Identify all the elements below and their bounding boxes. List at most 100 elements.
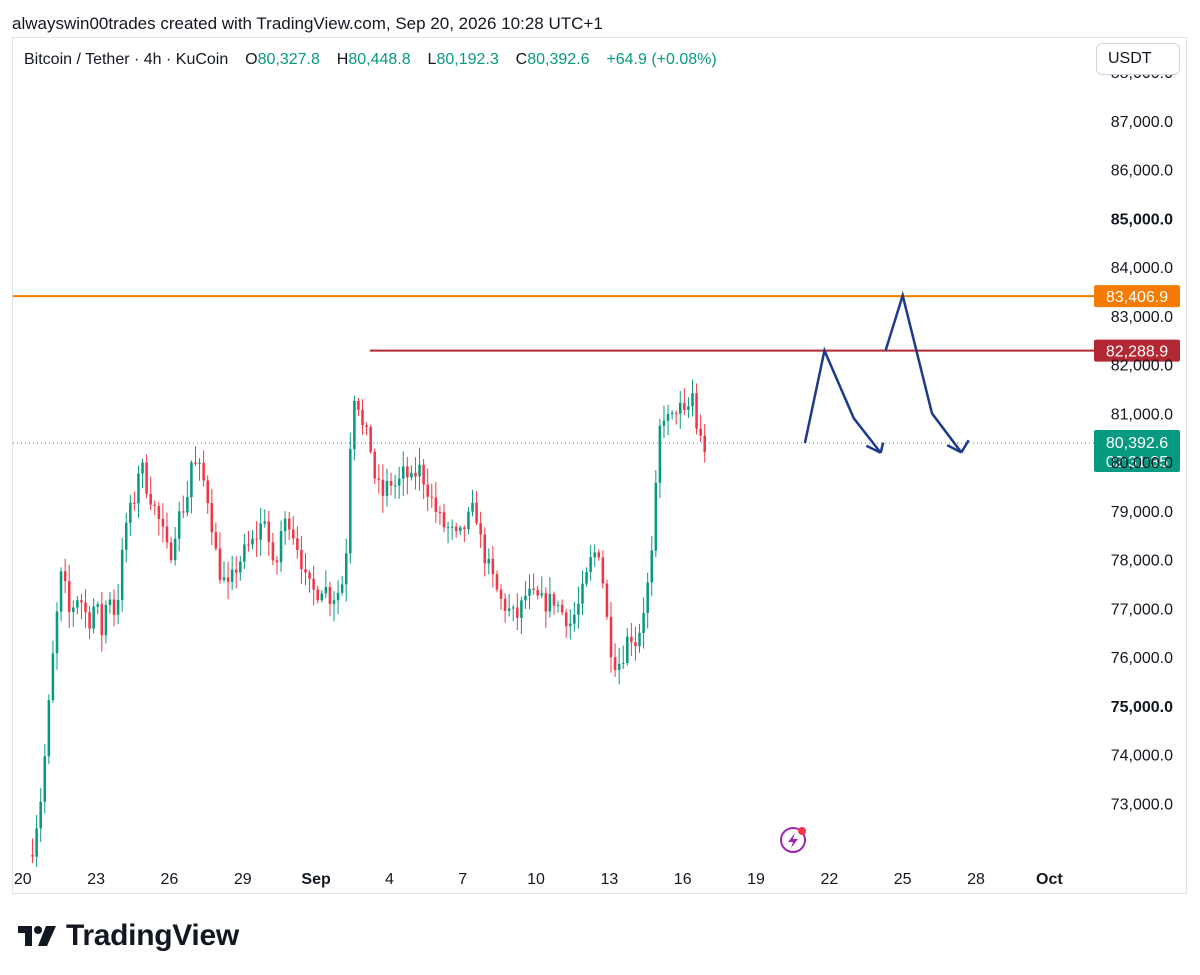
candle-body <box>454 526 458 532</box>
candle-body <box>605 583 609 617</box>
time-tick-label: 22 <box>820 871 838 888</box>
price-tick-label: 73,000.0 <box>1111 796 1173 813</box>
candle-body <box>234 569 238 573</box>
time-tick-label: 28 <box>967 871 985 888</box>
candle-body <box>165 526 169 543</box>
price-tick-label: 85,000.0 <box>1111 211 1173 228</box>
candle-body <box>483 534 486 564</box>
candle-body <box>471 502 474 512</box>
candle-body <box>39 801 42 829</box>
time-tick-label: 10 <box>527 871 545 888</box>
candle-body <box>430 496 434 498</box>
candle-body <box>560 604 564 613</box>
candle-body <box>51 653 55 701</box>
open-label: O <box>245 51 258 68</box>
candle-body <box>259 523 262 540</box>
price-tick-label: 83,000.0 <box>1111 309 1173 326</box>
candle-body <box>381 479 385 496</box>
candle-body <box>503 598 507 611</box>
candle-body <box>573 614 576 624</box>
price-level-tag <box>1094 339 1180 362</box>
candle-body <box>369 427 372 452</box>
candle-body <box>687 406 690 410</box>
low-label: L <box>427 51 437 68</box>
time-tick-label: 20 <box>14 871 32 888</box>
candle-body <box>630 636 633 643</box>
candle-body <box>548 594 552 612</box>
candle-body <box>438 512 442 514</box>
tradingview-logo[interactable]: TradingView <box>18 918 239 954</box>
candle-body <box>491 558 495 575</box>
candle-body <box>410 472 413 478</box>
price-tick-label: 86,000.0 <box>1111 163 1173 180</box>
candle-body <box>67 581 71 612</box>
change-value: +64.9 (+0.08%) <box>606 51 717 68</box>
high-label: H <box>336 51 349 68</box>
candle-body <box>674 412 678 414</box>
candle-body <box>585 571 588 584</box>
candle-body <box>202 462 205 481</box>
candle-body <box>141 462 144 474</box>
candle-body <box>650 550 654 583</box>
candle-body <box>84 602 87 613</box>
candle-body <box>63 571 67 582</box>
candle-body <box>153 504 157 507</box>
candle-body <box>247 544 250 546</box>
currency-button[interactable]: USDT <box>1096 43 1180 75</box>
candle-body <box>340 584 344 593</box>
low-value: 80,192.3 <box>436 51 499 68</box>
current-price-label: 80,392.6 <box>1106 435 1168 452</box>
candle-body <box>361 409 364 426</box>
price-tick-label: 84,000.0 <box>1111 260 1173 277</box>
price-level-label: 83,406.9 <box>1106 289 1168 306</box>
candle-body <box>593 552 596 558</box>
candle-body <box>59 571 63 612</box>
candle-body <box>683 402 686 410</box>
candle-body <box>251 538 254 545</box>
candle-body <box>177 511 181 539</box>
price-tick-label: 81,000.0 <box>1111 406 1173 423</box>
candle-body <box>564 612 568 627</box>
candle-body <box>239 561 242 573</box>
price-tick-label: 76,000.0 <box>1111 650 1173 667</box>
candle-body <box>658 425 662 483</box>
candle-body <box>316 589 319 601</box>
candle-body <box>601 557 605 584</box>
candle-body <box>206 480 209 504</box>
candle-body <box>540 593 544 596</box>
candle-body <box>72 607 75 612</box>
candle-body <box>634 642 637 647</box>
candle-body <box>524 595 527 601</box>
candle-body <box>194 462 197 464</box>
candle-body <box>76 600 79 608</box>
candle-body <box>617 663 621 670</box>
time-tick-label: 16 <box>674 871 692 888</box>
candle-body <box>642 613 645 633</box>
time-tick-label: 26 <box>161 871 179 888</box>
candle-body <box>349 449 352 554</box>
candle-body <box>552 594 556 606</box>
candle-body <box>401 466 405 479</box>
candle-body <box>214 532 218 549</box>
time-tick-label: Oct <box>1036 871 1063 888</box>
candle-body <box>556 604 560 606</box>
candle-body <box>414 472 417 477</box>
projection-arrowhead <box>879 442 885 454</box>
candle-body <box>328 587 332 604</box>
candle-body <box>597 552 601 558</box>
projection-layer <box>803 290 970 454</box>
candle-body <box>353 400 356 450</box>
candle-body <box>344 553 348 585</box>
symbol-name: Bitcoin / Tether · 4h · KuCoin <box>24 51 229 68</box>
candle-body <box>145 462 148 494</box>
candle-body <box>577 603 580 615</box>
candle-body <box>581 583 584 604</box>
candle-body <box>173 538 177 561</box>
candle-body <box>626 636 629 664</box>
candle-body <box>320 593 324 601</box>
levels-layer: 83,406.9 82,288.9 80,392.6 02:31:35 <box>13 285 1180 473</box>
candle-body <box>536 589 539 596</box>
projection-arrowhead <box>946 443 962 454</box>
price-tick-label: 74,000.0 <box>1111 748 1173 765</box>
